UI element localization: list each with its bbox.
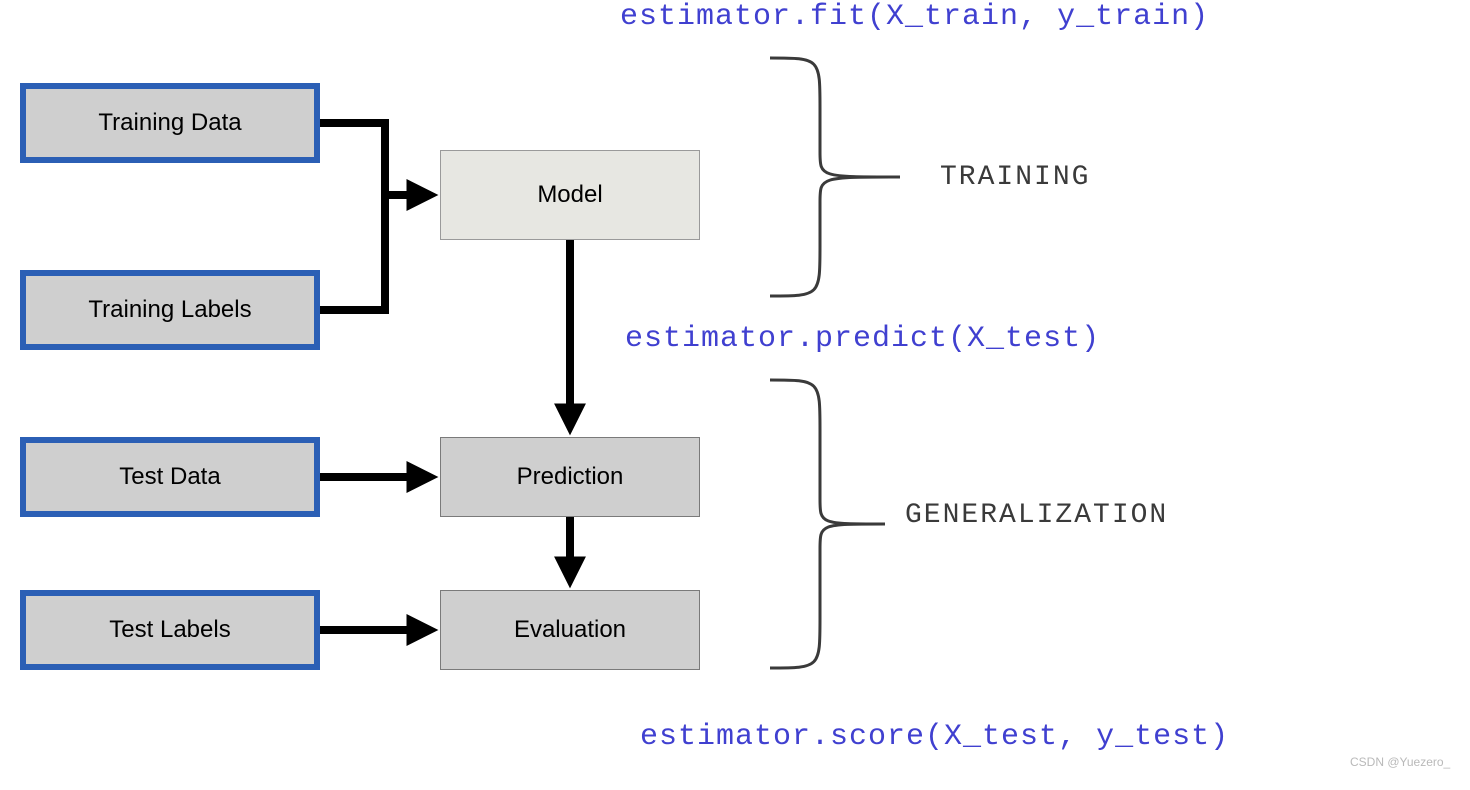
diagram-canvas: Training Data Training Labels Model Test…	[0, 0, 1470, 790]
node-label: Prediction	[517, 463, 624, 491]
edge-trainingdata-model	[320, 123, 424, 195]
node-label: Evaluation	[514, 616, 626, 644]
node-training-labels: Training Labels	[20, 270, 320, 350]
node-test-data: Test Data	[20, 437, 320, 517]
stage-training: TRAINING	[940, 162, 1090, 193]
node-label: Test Data	[119, 463, 220, 491]
code-score: estimator.score(X_test, y_test)	[640, 720, 1229, 754]
node-prediction: Prediction	[440, 437, 700, 517]
brace-training	[770, 58, 900, 296]
node-model: Model	[440, 150, 700, 240]
node-evaluation: Evaluation	[440, 590, 700, 670]
watermark: CSDN @Yuezero_	[1350, 755, 1450, 769]
node-label: Training Labels	[88, 296, 251, 324]
edge-traininglabels-model	[320, 195, 385, 310]
brace-generalization	[770, 380, 885, 668]
node-training-data: Training Data	[20, 83, 320, 163]
node-test-labels: Test Labels	[20, 590, 320, 670]
code-predict: estimator.predict(X_test)	[625, 322, 1100, 356]
node-label: Training Data	[98, 109, 241, 137]
stage-generalization: GENERALIZATION	[905, 500, 1168, 531]
code-fit: estimator.fit(X_train, y_train)	[620, 0, 1209, 34]
node-label: Test Labels	[109, 616, 230, 644]
node-label: Model	[537, 181, 602, 209]
